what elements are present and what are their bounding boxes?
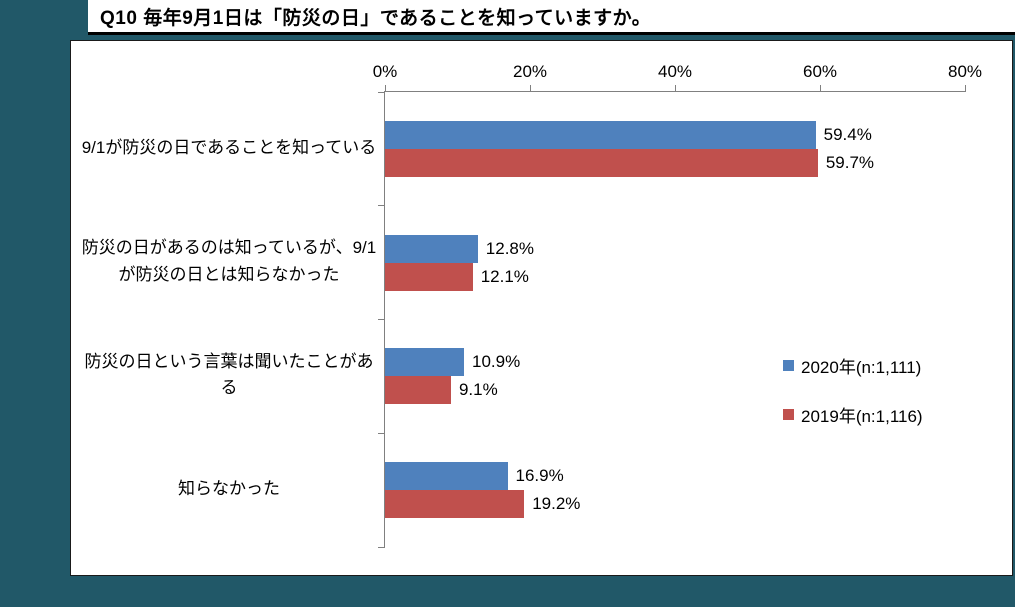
bar-rows: 59.4% 59.7% 12.8% 12.1% 10.9% 9.1% 16.9% 19.2% [385,92,965,547]
bar-value-label: 16.9% [515,466,564,486]
bar-2020 [385,120,816,149]
bar-line-2019: 9.1% [385,376,965,405]
bar-2020 [385,462,508,491]
bar-line-2019: 59.7% [385,148,965,177]
chart-title: Q10 毎年9月1日は「防災の日」であることを知っていますか。 [100,7,652,29]
bar-value-label: 59.4% [823,124,872,144]
legend-label: 2019年(n:1,116) [801,407,923,426]
bar-row: 59.4% 59.7% [385,92,965,206]
x-axis-tick-mark [964,85,966,92]
x-axis-tick-mark [674,85,676,92]
bar-line-2020: 16.9% [385,462,965,491]
legend-item-2020: 2020年(n:1,111) [783,353,923,378]
x-axis-tick-label: 40% [657,62,693,81]
bar-value-label: 19.2% [532,494,581,514]
chart-area: 9/1が防災の日であることを知っている防災の日があるのは知っているが、9/1が防… [70,40,1013,576]
x-axis-tick-mark [529,85,531,92]
y-axis-tick-mark [378,432,385,434]
legend: 2020年(n:1,111) 2019年(n:1,116) [783,353,923,427]
bar-value-label: 9.1% [458,380,498,400]
legend-swatch-icon [783,409,794,420]
category-label: 知らなかった [178,478,280,498]
y-axis-tick-mark [378,546,385,548]
category-label: 9/1が防災の日であることを知っている [81,137,377,157]
bar-2019 [385,490,525,519]
bar-value-label: 12.8% [485,238,534,258]
bar-line-2020: 12.8% [385,234,965,263]
x-axis-tick-label: 0% [372,62,398,81]
x-axis-tick-mark [384,85,386,92]
bar-2020 [385,348,465,377]
bar-2019 [385,262,473,291]
bar-line-2019: 19.2% [385,490,965,519]
legend-label: 2020年(n:1,111) [801,358,922,377]
bar-2019 [385,148,818,177]
category-labels: 9/1が防災の日であることを知っている防災の日があるのは知っているが、9/1が防… [79,91,379,546]
bar-row: 12.8% 12.1% [385,206,965,320]
y-axis-tick-mark [378,319,385,320]
bar-line-2020: 59.4% [385,120,965,149]
chart-title-bar: Q10 毎年9月1日は「防災の日」であることを知っていますか。 [88,0,1015,35]
bar-line-2020: 10.9% [385,348,965,377]
y-axis-tick-mark [378,91,385,93]
bar-value-label: 12.1% [480,266,529,286]
bar-row: 10.9% 9.1% [385,320,965,434]
x-axis-tick-label: 20% [512,62,548,81]
legend-item-2019: 2019年(n:1,116) [783,402,923,427]
bar-value-label: 10.9% [472,352,521,372]
x-axis-tick-label: 80% [947,62,983,81]
bar-value-label: 59.7% [825,152,875,172]
x-axis-tick-mark [819,85,821,92]
bar-row: 16.9% 19.2% [385,433,965,547]
bar-line-2019: 12.1% [385,262,965,291]
legend-swatch-icon [783,360,794,371]
y-axis-tick-mark [378,205,385,207]
category-label: 防災の日があるのは知っているが、9/1が防災の日とは知らなかった [81,238,377,284]
bar-2020 [385,234,478,263]
category-label: 防災の日という言葉は聞いたことがある [84,352,374,398]
x-axis-tick-label: 60% [802,62,838,81]
bar-2019 [385,376,451,405]
plot-area: 0% 20% 40% 60% 80% 59.4% 59.7% 12.8% 12.1% 10.9% 9… [373,62,982,548]
